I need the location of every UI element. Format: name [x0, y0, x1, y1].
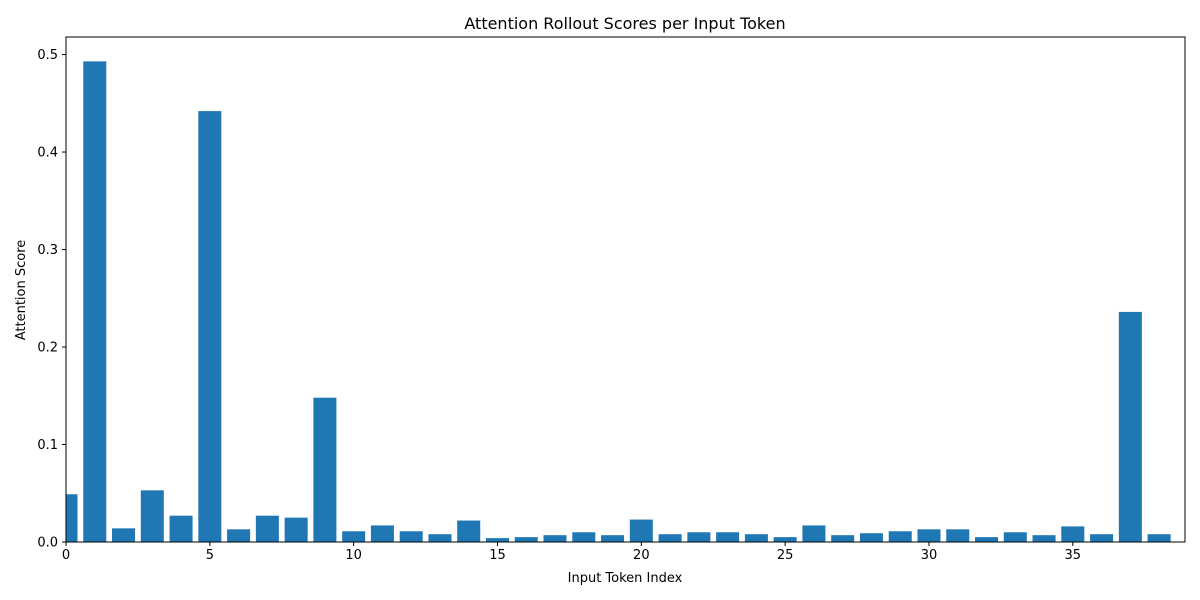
- bar-token-1: [83, 61, 107, 542]
- x-tick-label: 25: [777, 548, 794, 563]
- bar-token-6: [227, 529, 251, 542]
- bar-token-31: [946, 529, 970, 542]
- x-tick-label: 5: [206, 548, 214, 563]
- bar-token-15: [485, 538, 509, 542]
- bar-token-19: [601, 535, 625, 542]
- y-tick-label: 0.1: [37, 438, 58, 453]
- bar-token-5: [198, 111, 222, 543]
- bar-token-12: [399, 531, 423, 542]
- chart-title: Attention Rollout Scores per Input Token: [464, 14, 785, 33]
- bar-token-7: [255, 515, 279, 542]
- bar-token-30: [917, 529, 941, 542]
- x-tick-label: 30: [921, 548, 938, 563]
- bar-token-8: [284, 517, 308, 542]
- bar-token-21: [658, 534, 682, 542]
- bar-token-27: [831, 535, 855, 542]
- plot-frame: [65, 36, 1186, 543]
- y-axis-label: Attention Score: [14, 240, 29, 341]
- y-tick-label: 0.4: [37, 146, 58, 161]
- x-tick-label: 20: [633, 548, 650, 563]
- y-tick-label: 0.0: [37, 536, 58, 551]
- bar-token-9: [313, 397, 337, 542]
- bar-token-18: [572, 532, 596, 542]
- bar-token-0: [66, 494, 78, 542]
- x-axis-ticks: 0 5 10 15 20 25 30 35: [62, 542, 1081, 563]
- bar-token-36: [1090, 534, 1114, 542]
- bar-token-34: [1032, 535, 1056, 542]
- bar-token-33: [1003, 532, 1027, 542]
- bar-token-28: [859, 533, 883, 542]
- bars-group: [66, 61, 1171, 543]
- bar-token-13: [428, 534, 452, 542]
- bar-token-35: [1061, 526, 1085, 542]
- bar-token-25: [773, 537, 797, 542]
- y-axis-ticks: 0.0 0.1 0.2 0.3 0.4 0.5: [37, 48, 66, 551]
- bar-token-2: [112, 528, 136, 542]
- bar-token-11: [370, 525, 394, 542]
- x-tick-label: 10: [345, 548, 362, 563]
- bar-token-3: [140, 490, 164, 542]
- y-tick-label: 0.5: [37, 48, 58, 63]
- bar-token-26: [802, 525, 826, 542]
- bar-token-16: [514, 537, 538, 542]
- x-axis-label: Input Token Index: [568, 571, 683, 586]
- bar-token-32: [975, 537, 999, 542]
- bar-token-29: [888, 531, 912, 542]
- x-tick-label: 35: [1065, 548, 1082, 563]
- x-tick-label: 15: [489, 548, 506, 563]
- bar-token-14: [457, 520, 481, 542]
- y-tick-label: 0.3: [37, 243, 58, 258]
- bar-token-20: [629, 519, 653, 542]
- bar-token-22: [687, 532, 711, 542]
- bar-token-38: [1147, 534, 1171, 542]
- bar-token-10: [342, 531, 366, 542]
- y-tick-label: 0.2: [37, 341, 58, 356]
- bar-token-24: [744, 534, 768, 542]
- bar-token-37: [1118, 311, 1142, 542]
- bar-token-17: [543, 535, 567, 542]
- x-tick-label: 0: [62, 548, 70, 563]
- bar-token-4: [169, 515, 193, 542]
- bar-token-23: [716, 532, 740, 542]
